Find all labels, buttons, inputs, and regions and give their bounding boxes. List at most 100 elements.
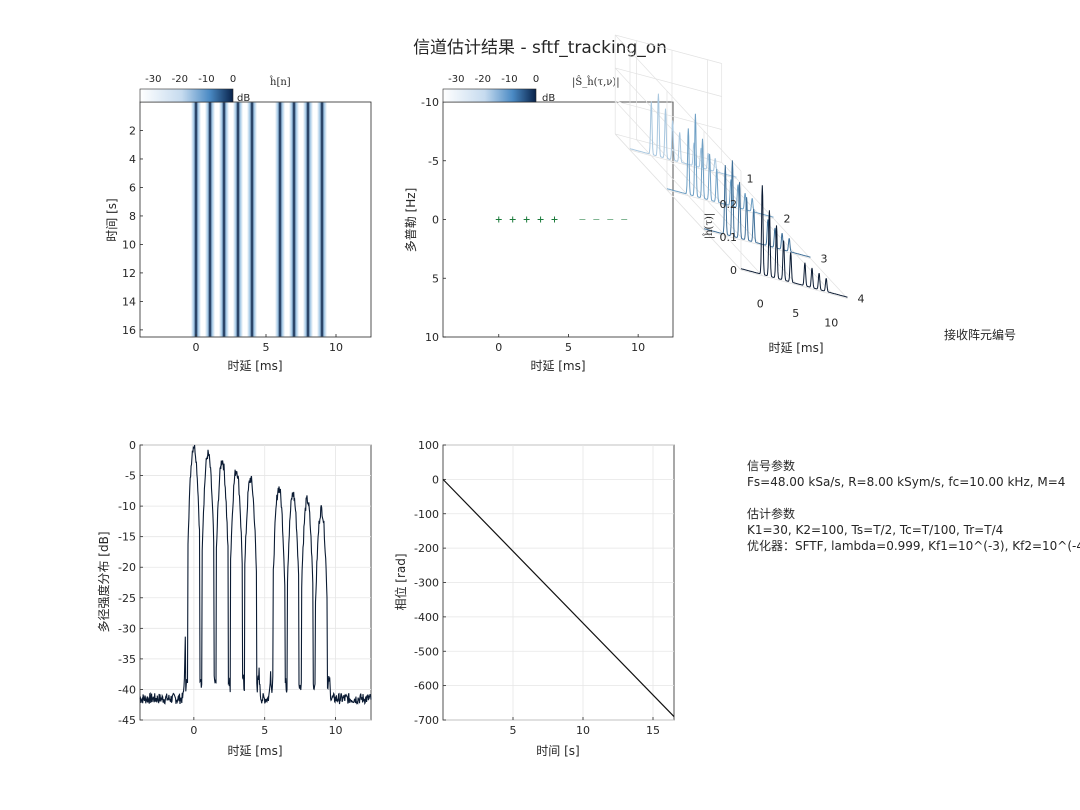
est-params-line2: 优化器：SFTF, lambda=0.999, Kf1=10^(-3), Kf2… — [747, 539, 1080, 553]
p2-ytick-label-2: 0 — [432, 214, 439, 227]
p1-ytick-label-0: 2 — [129, 124, 136, 137]
tap-stripe-3 — [233, 102, 243, 337]
tap-stripe-1 — [205, 102, 215, 337]
power-profile-panel: 0 5 100-5-10-15-20-25-30-35-40-45 时延 [ms] … — [96, 439, 372, 758]
p2-cb-tick-3: 0 — [533, 74, 539, 85]
doppler-point-3 — [537, 216, 544, 223]
p4-ytick-label-8: -40 — [118, 683, 136, 696]
array-3d-xlabel: 时延 [ms] — [768, 341, 823, 355]
phase-panel: 5 10 15 100 0 -100 -200 -300 -400 -500 -600 -700 时间… — [393, 439, 675, 758]
tap-stripe-8 — [317, 102, 327, 337]
p1-ytick-label-2: 6 — [129, 181, 136, 194]
p4-ytick-label-7: -35 — [118, 653, 136, 666]
p4-xtick-label-1: 5 — [261, 724, 268, 737]
p2-ytick-label-3: 5 — [432, 272, 439, 285]
tap-stripe-2 — [219, 102, 229, 337]
p2-ytick-label-4: 10 — [425, 331, 439, 344]
p2-cb-tick-1: -20 — [475, 74, 491, 85]
doppler-map-ylabel: 多普勒 [Hz] — [404, 188, 418, 253]
p4-ytick-label-6: -30 — [118, 622, 136, 635]
p1-cb-unit: dB — [237, 93, 250, 104]
p1-ytick-label-5: 12 — [122, 267, 136, 280]
signal-params-header: 信号参数 — [747, 459, 796, 473]
p4-ytick-label-1: -5 — [125, 470, 136, 483]
p1-xtick-label-1: 5 — [263, 341, 270, 354]
impulse-map-colorbar — [139, 88, 234, 103]
p2-ytick-label-0: -10 — [421, 96, 439, 109]
est-params-header: 估计参数 — [747, 507, 796, 521]
p3-xtick-label-0: 0 — [757, 298, 764, 311]
p3-ztick-label-0: 0 — [730, 264, 737, 277]
p1-ytick-label-3: 8 — [129, 210, 136, 223]
array-element-line-2 — [666, 113, 774, 218]
signal-params-line: Fs=48.00 kSa/s, R=8.00 kSym/s, fc=10.00 … — [747, 475, 1066, 489]
tap-stripe-6 — [289, 102, 299, 337]
p1-ytick-label-4: 10 — [122, 238, 136, 251]
impulse-map-xlabel: 时延 [ms] — [227, 359, 282, 373]
p2-ytick-label-1: -5 — [428, 155, 439, 168]
p5-ytick-label-1: 0 — [432, 473, 439, 486]
tap-stripe-0 — [191, 102, 201, 337]
p5-xtick-label-1: 10 — [576, 724, 590, 737]
p2-cb-unit: dB — [542, 93, 555, 104]
p3-ytick-label-3: 4 — [858, 293, 865, 306]
p2-cb-tick-0: -30 — [448, 74, 464, 85]
p3-ztick-label-2: 0.2 — [720, 198, 738, 211]
doppler-map-colorbar — [442, 88, 537, 103]
figure-title: 信道估计结果 - sftf_tracking_on — [413, 38, 667, 58]
array-element-line-3 — [703, 160, 811, 258]
p3-ytick-label-0: 1 — [747, 173, 754, 186]
p2-xtick-label-0: 0 — [495, 341, 502, 354]
p1-cb-tick-2: -10 — [198, 74, 214, 85]
p3-xtick-label-2: 10 — [824, 317, 838, 330]
p5-xtick-label-2: 15 — [646, 724, 660, 737]
phase-ylabel: 相位 [rad] — [393, 553, 408, 610]
p1-cb-tick-3: 0 — [230, 74, 236, 85]
p3-xtick-label-1: 5 — [792, 307, 799, 320]
doppler-map-xlabel: 时延 [ms] — [530, 359, 585, 373]
p1-xtick-label-0: 0 — [193, 341, 200, 354]
doppler-point-2 — [523, 216, 530, 223]
p4-ytick-label-9: -45 — [118, 714, 136, 727]
p5-ytick-label-5: -400 — [414, 611, 439, 624]
doppler-point-0 — [495, 216, 502, 223]
p4-xtick-label-2: 10 — [329, 724, 343, 737]
doppler-point-1 — [509, 216, 516, 223]
p4-ytick-label-0: 0 — [129, 439, 136, 452]
array-element-line-4 — [740, 185, 848, 298]
p5-ytick-label-0: 100 — [418, 439, 439, 452]
power-profile-xlabel: 时延 [ms] — [227, 744, 282, 758]
p4-ytick-label-2: -10 — [118, 500, 136, 513]
tap-stripe-4 — [247, 102, 257, 337]
p5-ytick-label-7: -600 — [414, 680, 439, 693]
p2-xtick-label-2: 10 — [631, 341, 645, 354]
p3-ztick-label-1: 0.1 — [720, 231, 738, 244]
p4-xtick-label-0: 0 — [190, 724, 197, 737]
power-profile-line — [139, 444, 372, 706]
p1-cb-tick-1: -20 — [172, 74, 188, 85]
tap-stripe-5 — [275, 102, 285, 337]
p3-ytick-label-2: 3 — [821, 253, 828, 266]
phase-line — [442, 478, 675, 717]
parameter-text: 信号参数 Fs=48.00 kSa/s, R=8.00 kSym/s, fc=1… — [747, 458, 1080, 554]
impulse-map-ylabel: 时间 [s] — [105, 198, 119, 241]
p1-ytick-label-6: 14 — [122, 295, 136, 308]
array-element-line-1 — [629, 93, 737, 178]
p1-ytick-label-1: 4 — [129, 153, 136, 166]
p4-ytick-label-5: -25 — [118, 592, 136, 605]
array-3d-panel: 0 5 10 1 2 3 4 0 0.1 0.2 |ĥ(τ)| 时延 [ms] 接收阵元编号 — [614, 34, 1016, 355]
impulse-map-taps — [191, 102, 327, 337]
p5-ytick-label-8: -700 — [414, 714, 439, 727]
p3-ytick-label-1: 2 — [784, 213, 791, 226]
p5-xtick-label-0: 5 — [510, 724, 517, 737]
phase-xlabel: 时间 [s] — [536, 744, 579, 758]
array-3d-ylabel: 接收阵元编号 — [944, 327, 1016, 342]
p1-ytick-label-7: 16 — [122, 324, 136, 337]
power-profile-ylabel: 多径强度分布 [dB] — [96, 531, 111, 632]
p4-ytick-label-3: -15 — [118, 531, 136, 544]
array-3d-zlabel: |ĥ(τ)| — [703, 213, 715, 240]
doppler-point-4 — [551, 216, 558, 223]
